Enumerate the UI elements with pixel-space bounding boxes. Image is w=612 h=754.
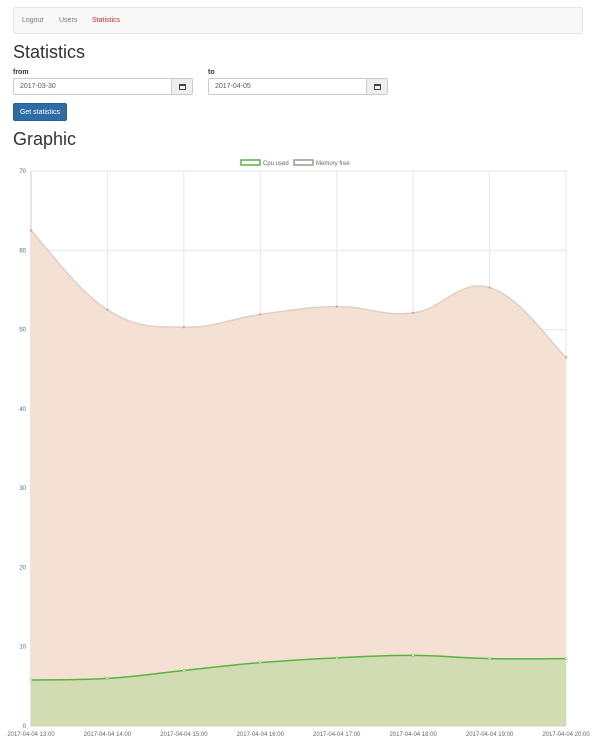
calendar-icon <box>373 83 381 90</box>
y-tick-label: 70 <box>19 169 26 175</box>
memory-point <box>105 308 109 312</box>
x-tick-label: 2017-04-04 19:00 <box>466 732 514 738</box>
calendar-icon <box>178 83 186 90</box>
y-tick-label: 60 <box>19 248 26 254</box>
memory-point <box>564 355 568 359</box>
memory-point <box>258 313 262 316</box>
x-tick-label: 2017-04-04 18:00 <box>389 732 437 738</box>
legend-label-cpu: Cpu used <box>263 161 289 167</box>
statistics-chart: 0 10 20 30 40 50 60 70 2017-04-04 13:00 2017-04-0… <box>7 159 590 738</box>
x-tick-label: 2017-04-04 16:00 <box>237 732 285 738</box>
from-date-input[interactable] <box>13 78 171 95</box>
y-tick-label: 0 <box>23 724 27 730</box>
nav-statistics-link[interactable]: Statistics <box>92 17 121 24</box>
nav-users-link[interactable]: Users <box>59 17 78 24</box>
to-date-input[interactable] <box>208 78 366 95</box>
page-title: Statistics <box>13 42 86 62</box>
from-calendar-button[interactable] <box>171 78 193 95</box>
cpu-point <box>488 657 492 661</box>
y-tick-label: 40 <box>19 407 26 413</box>
x-tick-label: 2017-04-04 17:00 <box>313 732 361 738</box>
graphic-title: Graphic <box>13 129 77 149</box>
memory-point <box>488 286 492 290</box>
cpu-point <box>335 656 339 660</box>
cpu-point <box>105 676 109 680</box>
nav-logout-link[interactable]: Logout <box>22 17 44 24</box>
from-label: from <box>13 69 29 76</box>
cpu-point <box>29 678 33 682</box>
cpu-point <box>258 661 262 665</box>
legend-swatch-memory <box>293 159 314 166</box>
memory-point <box>29 229 33 232</box>
legend-swatch-cpu <box>240 159 261 166</box>
to-label: to <box>208 69 215 76</box>
navbar: Logout Users Statistics <box>13 7 583 34</box>
memory-point <box>182 325 186 329</box>
get-statistics-button[interactable]: Get statistics <box>13 103 67 121</box>
to-calendar-button[interactable] <box>366 78 388 95</box>
cpu-point <box>564 657 568 661</box>
memory-point <box>335 305 339 309</box>
to-date-group <box>208 78 388 95</box>
legend-label-memory: Memory free <box>316 161 350 167</box>
x-tick-label: 2017-04-04 13:00 <box>7 732 55 738</box>
y-tick-label: 20 <box>19 565 26 571</box>
y-tick-label: 30 <box>19 486 26 492</box>
memory-area <box>31 230 566 726</box>
y-tick-label: 50 <box>19 328 26 334</box>
cpu-point <box>182 669 186 672</box>
y-tick-label: 10 <box>19 645 26 651</box>
x-tick-label: 2017-04-04 20:00 <box>542 732 590 738</box>
cpu-point <box>411 653 415 657</box>
from-date-group <box>13 78 193 95</box>
x-tick-label: 2017-04-04 14:00 <box>84 732 132 738</box>
memory-point <box>411 311 415 315</box>
cpu-line <box>30 654 567 681</box>
x-tick-label: 2017-04-04 15:00 <box>160 732 208 738</box>
